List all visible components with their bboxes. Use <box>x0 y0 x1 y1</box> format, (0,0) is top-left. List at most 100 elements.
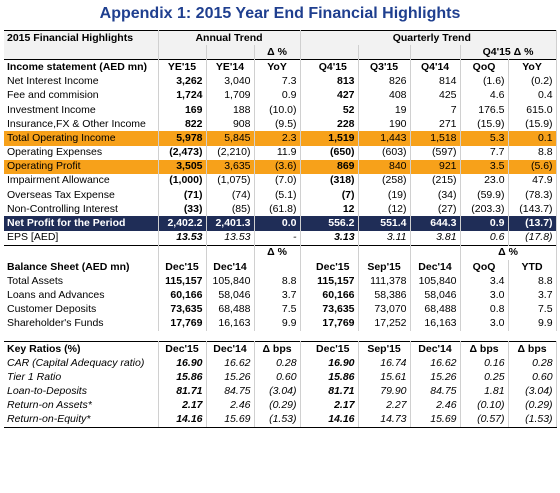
income-row: Total Operating Income 5,978 5,845 2.3 1,519… <box>4 131 557 146</box>
value-cell: (0.2) <box>508 74 557 89</box>
column-gap <box>299 340 309 357</box>
section-header-row: Income statement (AED mn) YE'15 YE'14 YoY Q4… <box>4 59 557 75</box>
column-gap <box>299 274 309 289</box>
value-cell: 0.9 <box>460 216 509 231</box>
value-cell: (59.9) <box>460 188 509 203</box>
value-cell: 3.81 <box>410 230 461 246</box>
value-cell: 73,635 <box>158 302 207 317</box>
value-cell: 16.90 <box>158 356 207 371</box>
row-label: Return-on Assets* <box>4 398 159 413</box>
blank-cell <box>158 45 207 60</box>
blank-cell <box>206 45 255 60</box>
value-cell: (650) <box>308 145 359 160</box>
value-cell: (17.8) <box>508 230 557 246</box>
value-cell: 3,505 <box>158 159 207 174</box>
column-header: Dec'14 <box>206 340 255 357</box>
value-cell: 15.86 <box>308 370 359 385</box>
value-cell: 813 <box>308 74 359 89</box>
column-header: QoQ <box>460 260 509 275</box>
income-row: Non-Controlling Interest (33) (85) (61.8) 12… <box>4 202 557 217</box>
section-title: Balance Sheet (AED mn) <box>4 260 159 275</box>
column-gap <box>299 412 309 429</box>
value-cell: 9.9 <box>254 316 301 331</box>
value-cell: 0.4 <box>508 88 557 103</box>
value-cell: 4.6 <box>460 88 509 103</box>
value-cell: 822 <box>158 117 207 132</box>
column-header: Dec'14 <box>206 260 255 275</box>
column-gap <box>299 159 309 174</box>
value-cell: 58,046 <box>206 288 255 303</box>
value-cell: (71) <box>158 188 207 203</box>
value-cell: 2.17 <box>308 398 359 413</box>
value-cell: 15.69 <box>206 412 255 429</box>
column-gap <box>299 216 309 231</box>
value-cell: 47.9 <box>508 173 557 189</box>
value-cell: 79.90 <box>358 384 411 399</box>
row-label: CAR (Capital Adequacy ratio) <box>4 356 159 371</box>
value-cell: 81.71 <box>308 384 359 399</box>
value-cell: 16.90 <box>308 356 359 371</box>
value-cell: 58,386 <box>358 288 411 303</box>
blank-cell <box>308 244 359 260</box>
column-gap <box>299 384 309 399</box>
value-cell: 84.75 <box>206 384 255 399</box>
value-cell: 9.9 <box>508 316 557 331</box>
column-gap <box>299 244 309 260</box>
column-gap <box>299 45 309 60</box>
row-label: Overseas Tax Expense <box>4 188 159 203</box>
row-label: Customer Deposits <box>4 302 159 317</box>
value-cell: (3.04) <box>254 384 301 399</box>
value-cell: 16,163 <box>206 316 255 331</box>
column-header: QoQ <box>460 59 509 75</box>
column-header: Sep'15 <box>358 340 411 357</box>
value-cell: (1,075) <box>206 173 255 189</box>
value-cell: 11.9 <box>254 145 301 160</box>
column-gap <box>299 316 309 331</box>
delta-pct-header: Δ % <box>254 45 301 60</box>
income-row: Net Interest Income 3,262 3,040 7.3 813 826 81… <box>4 74 557 89</box>
value-cell: 615.0 <box>508 102 557 118</box>
section-title: Key Ratios (%) <box>4 340 159 357</box>
value-cell: 15.69 <box>410 412 461 429</box>
value-cell: 81.71 <box>158 384 207 399</box>
column-gap <box>299 173 309 189</box>
value-cell: 0.28 <box>508 356 557 371</box>
column-header: Dec'14 <box>410 260 461 275</box>
ratios-row: Loan-to-Deposits 81.71 84.75 (3.04) 81.71 79.… <box>4 384 557 399</box>
value-cell: (3.6) <box>254 159 301 174</box>
column-header: Δ bps <box>254 340 301 357</box>
column-header: Q3'15 <box>358 59 411 75</box>
value-cell: 16.62 <box>410 356 461 371</box>
value-cell: 7.7 <box>460 145 509 160</box>
value-cell: 427 <box>308 88 359 103</box>
income-row: Overseas Tax Expense (71) (74) (5.1) (7) (19)… <box>4 188 557 203</box>
column-gap <box>299 260 309 275</box>
value-cell: (15.9) <box>460 117 509 132</box>
q4-delta-pct-header: Q4'15 Δ % <box>460 45 557 60</box>
value-cell: 14.73 <box>358 412 411 429</box>
balance-row: Shareholder's Funds 17,769 16,163 9.9 17,769… <box>4 316 557 331</box>
row-label: Total Assets <box>4 274 159 289</box>
value-cell: (258) <box>358 173 411 189</box>
income-row: Impairment Allowance (1,000) (1,075) (7.0) (… <box>4 173 557 189</box>
blank-cell <box>158 244 207 260</box>
balance-row: Total Assets 115,157 105,840 8.8 115,157 111,… <box>4 274 557 289</box>
income-row: Operating Profit 3,505 3,635 (3.6) 869 840 921… <box>4 159 557 174</box>
income-row: Operating Expenses (2,473) (2,210) 11.9 (650… <box>4 145 557 160</box>
value-cell: 1,518 <box>410 131 461 146</box>
value-cell: 7.5 <box>254 302 301 317</box>
column-gap <box>299 30 309 46</box>
blank-cell <box>206 244 255 260</box>
value-cell: (597) <box>410 145 461 160</box>
ratios-row: Tier 1 Ratio 15.86 15.26 0.60 15.86 15.61 15.2… <box>4 370 557 385</box>
value-cell: 921 <box>410 159 461 174</box>
value-cell: 13.53 <box>206 230 255 246</box>
balance-row: Customer Deposits 73,635 68,488 7.5 73,635 73… <box>4 302 557 317</box>
column-header: Dec'15 <box>308 260 359 275</box>
value-cell: 188 <box>206 102 255 118</box>
column-header: YE'15 <box>158 59 207 75</box>
column-gap <box>299 145 309 160</box>
ratios-row: Return-on-Equity* 14.16 15.69 (1.53) 14.16 14… <box>4 412 557 429</box>
row-label: Operating Profit <box>4 159 159 174</box>
value-cell: 60,166 <box>158 288 207 303</box>
